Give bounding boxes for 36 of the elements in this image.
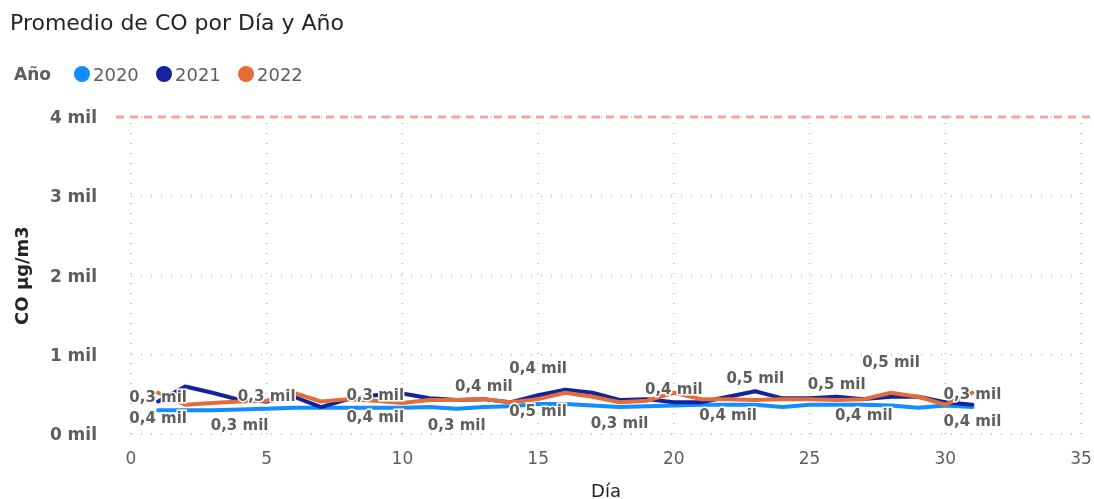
x-tick-label: 35	[1070, 448, 1092, 468]
x-tick-label: 10	[391, 448, 414, 468]
data-label: 0,3 mil	[590, 414, 649, 433]
data-label: 0,3 mil	[210, 416, 269, 435]
data-label: 0,3 mil	[427, 415, 486, 434]
x-tick-label: 15	[527, 448, 549, 468]
legend-title: Año	[14, 64, 51, 84]
y-tick-label: 2 mil	[49, 265, 97, 286]
data-label: 0,5 mil	[726, 369, 785, 388]
data-label: 0,5 mil	[807, 374, 866, 393]
data-label: 0,5 mil	[862, 352, 920, 371]
data-label: 0,4 mil	[455, 377, 513, 396]
data-label: 0,4 mil	[346, 407, 405, 426]
data-label: 0,3 mil	[129, 388, 187, 407]
y-tick-label: 1 mil	[49, 344, 97, 365]
y-tick-label: 3 mil	[49, 186, 97, 207]
data-label: 0,5 mil	[509, 402, 567, 421]
data-label: 0,4 mil	[835, 406, 893, 425]
legend-label: 2021	[175, 64, 221, 85]
legend-label: 2020	[93, 64, 139, 85]
x-axis-title: Día	[591, 480, 621, 499]
data-label: 0,4 mil	[129, 408, 187, 427]
data-label: 0,4 mil	[943, 411, 1002, 430]
data-label: 0,4 mil	[699, 406, 757, 425]
x-tick-label: 30	[934, 448, 957, 468]
chart-title: Promedio de CO por Día y Año	[10, 10, 345, 35]
legend-label: 2022	[257, 64, 303, 85]
x-tick-label: 0	[125, 448, 137, 468]
y-tick-label: 0 mil	[49, 424, 97, 444]
y-axis-title: CO µg/m3	[11, 226, 32, 325]
data-label: 0,4 mil	[509, 359, 567, 378]
x-tick-label: 20	[663, 448, 685, 468]
x-tick-label: 25	[798, 448, 821, 468]
y-tick-label: 4 mil	[49, 107, 97, 127]
x-tick-label: 5	[261, 448, 273, 468]
data-label: 0,4 mil	[645, 380, 703, 399]
